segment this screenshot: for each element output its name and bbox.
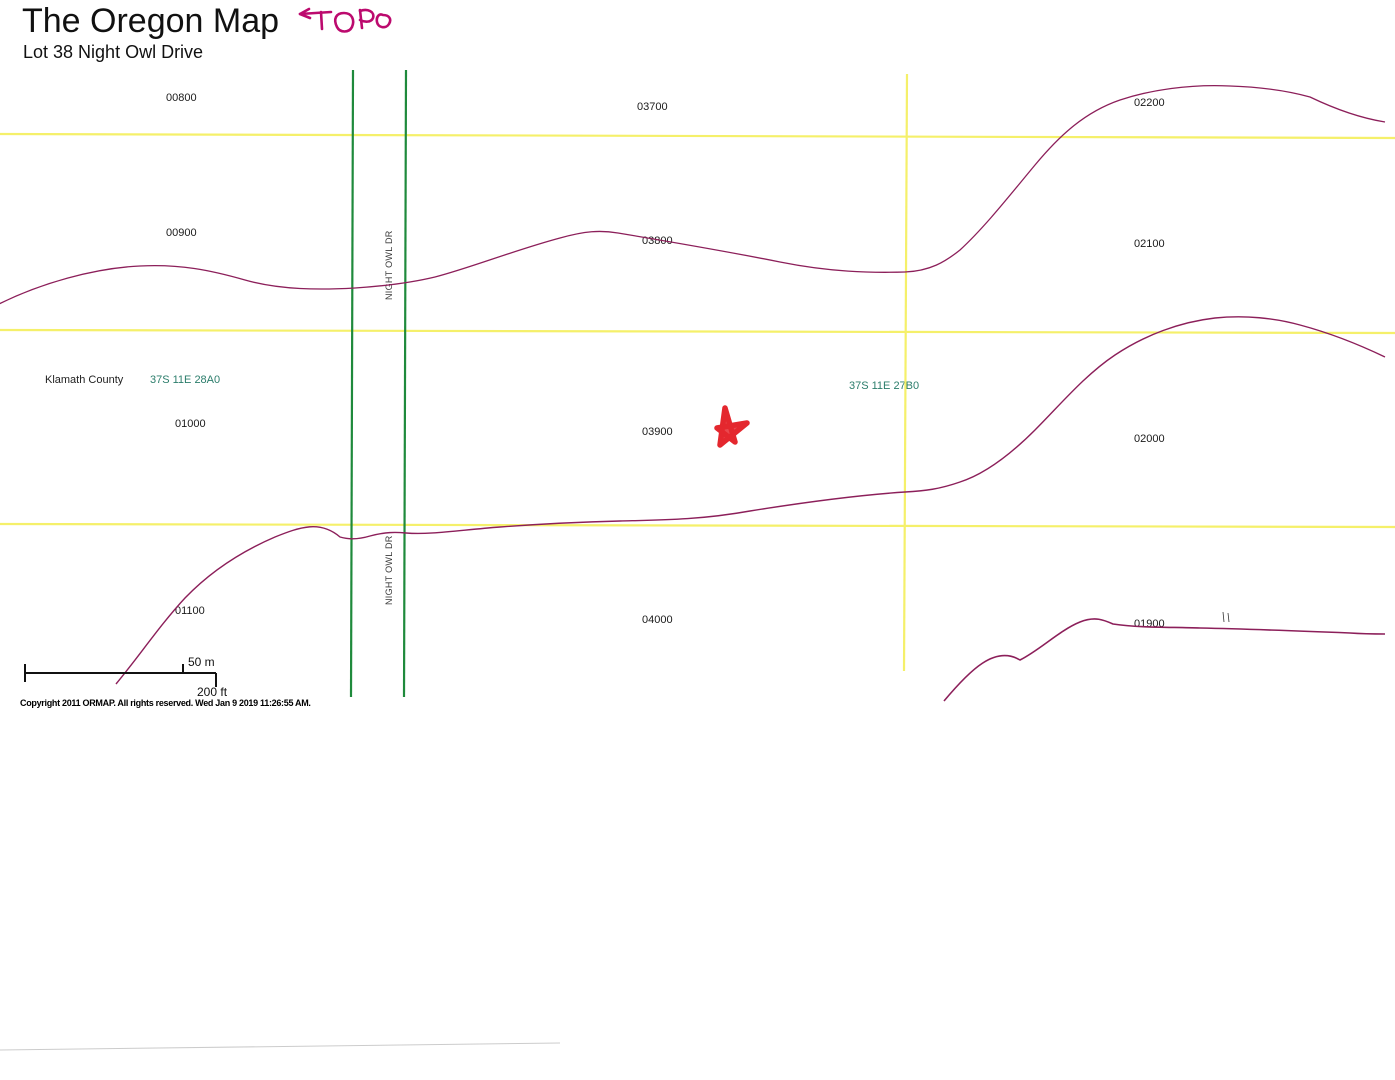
- svg-text:50 m: 50 m: [188, 655, 215, 669]
- svg-text:200 ft: 200 ft: [197, 685, 228, 699]
